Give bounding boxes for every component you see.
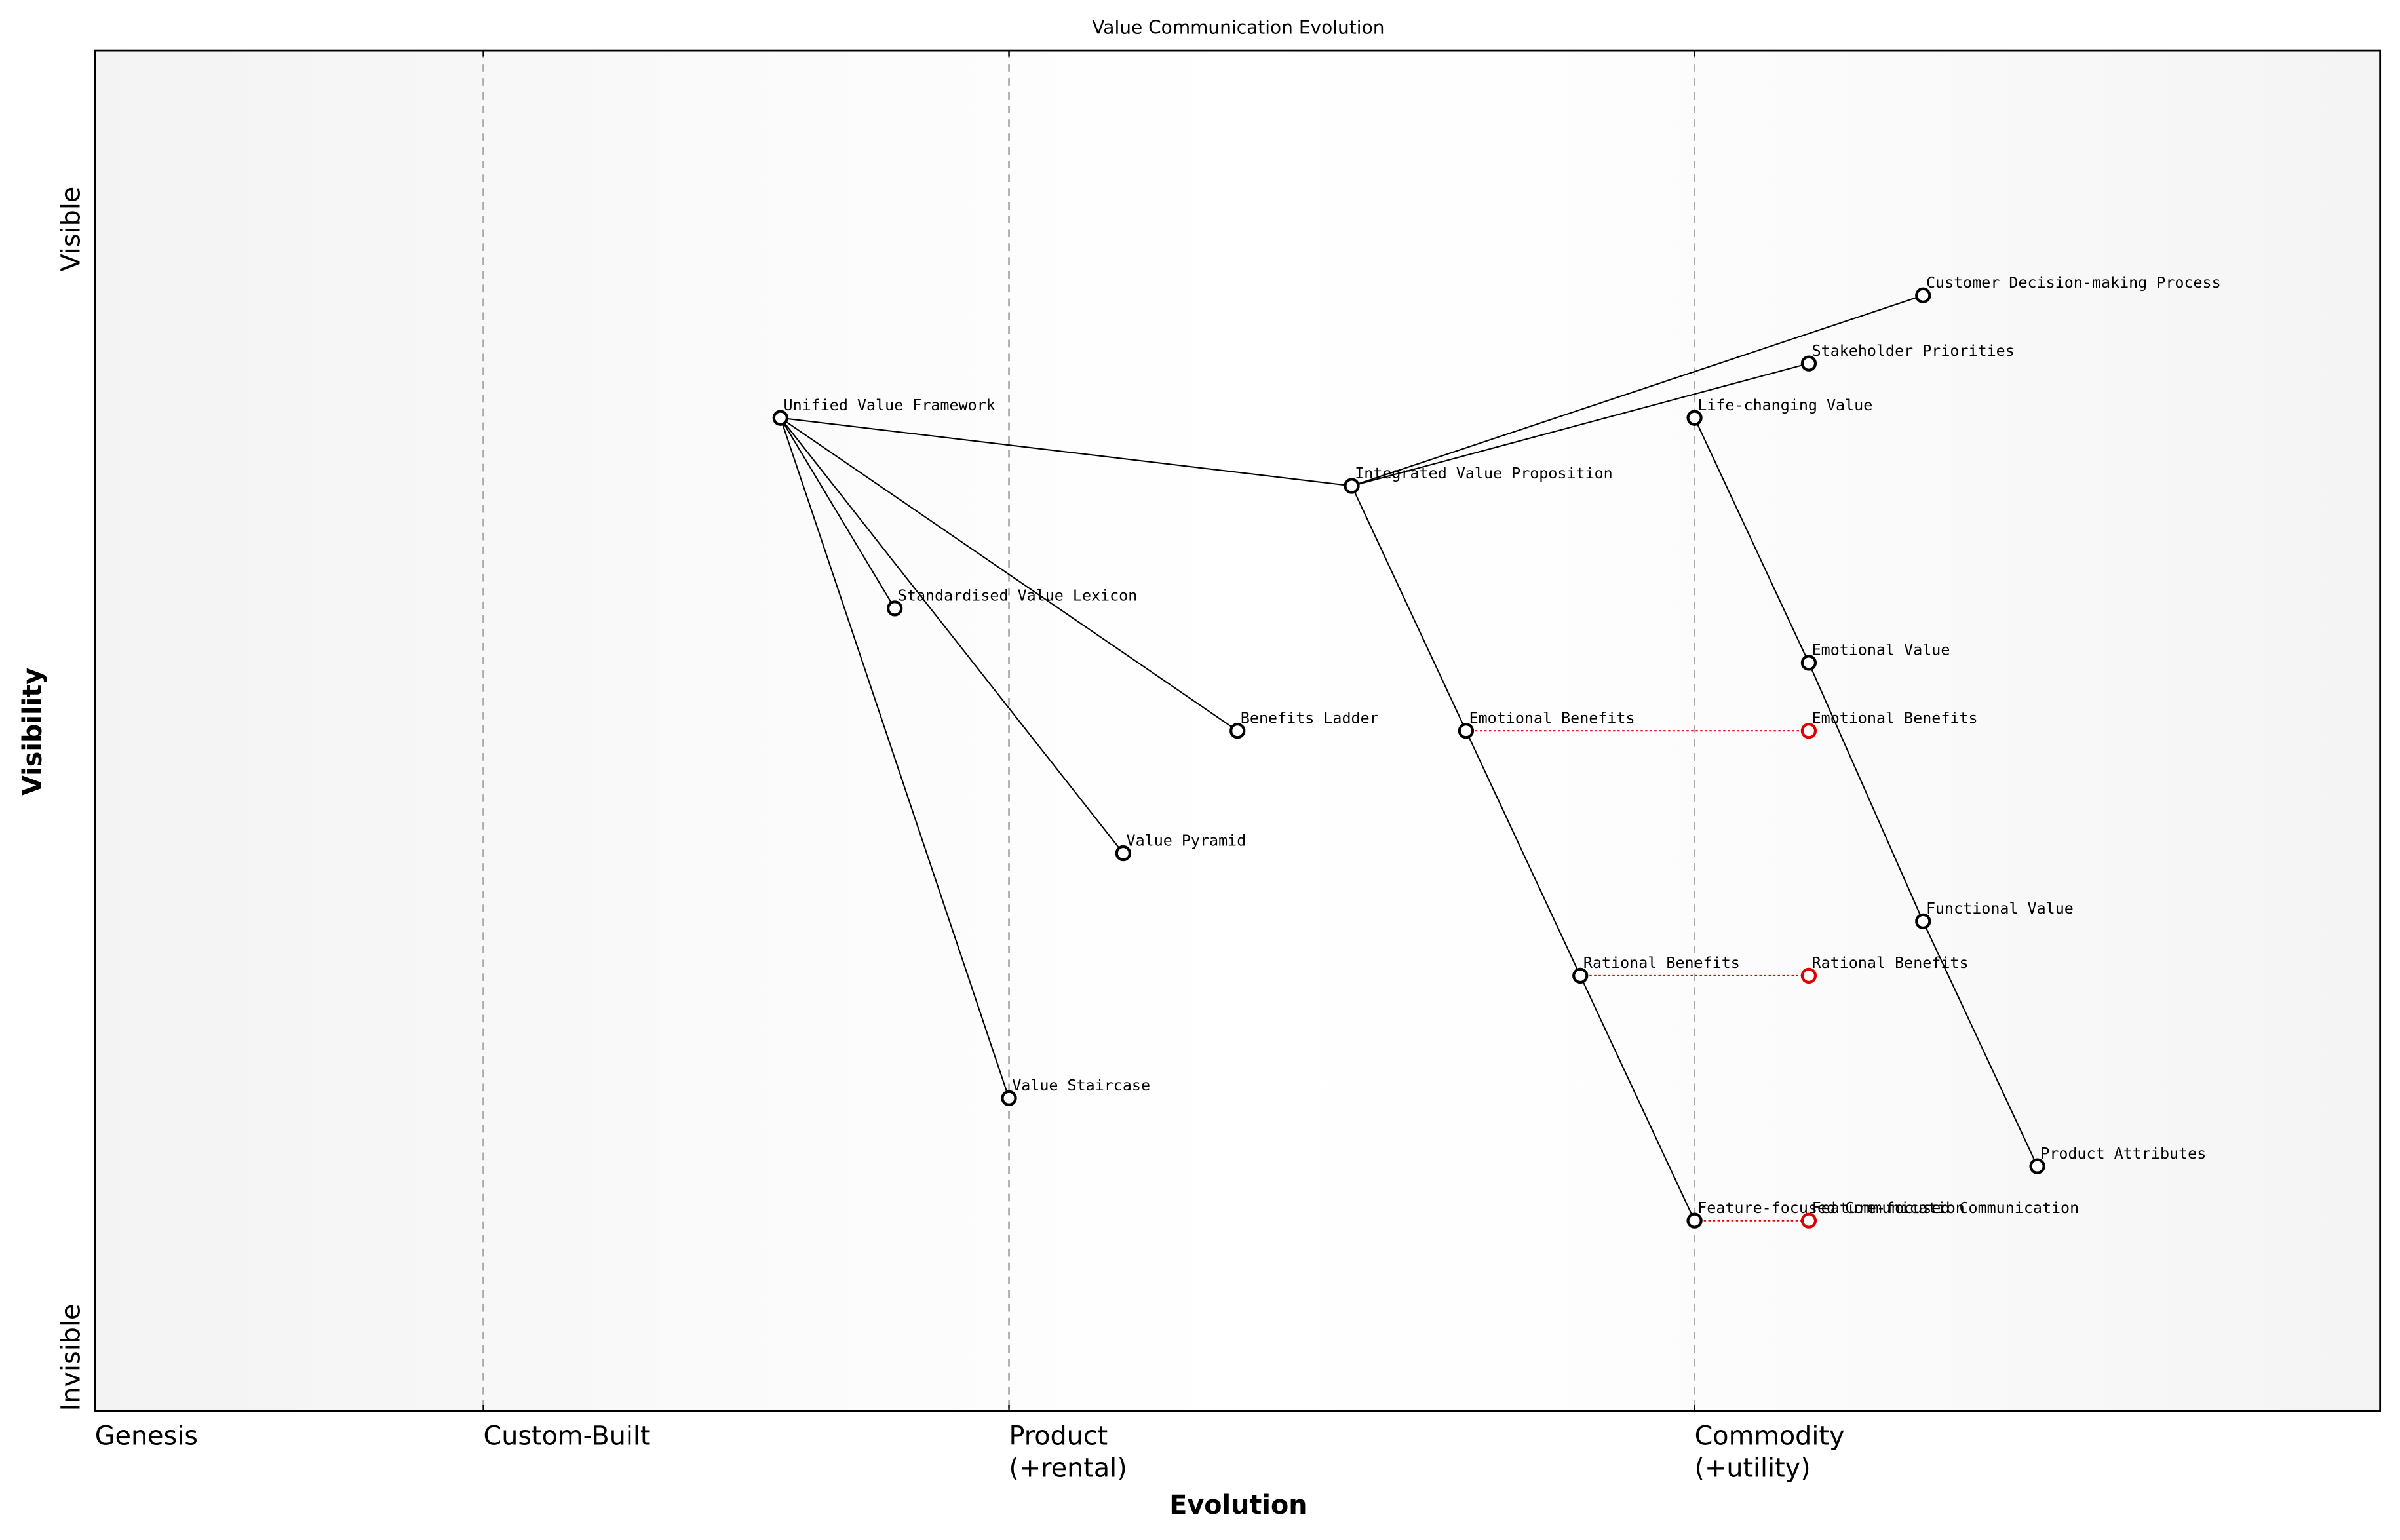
x-tick-label: Custom-Built [484,1421,651,1452]
x-tick-label: Genesis [95,1421,198,1452]
dependency-link [780,417,1124,854]
component-label: Customer Decision-making Process [1926,273,2221,292]
component-node [1344,478,1360,494]
component-label: Value Pyramid [1127,831,1247,849]
component-node [887,600,903,617]
component-node [2029,1158,2045,1174]
x-tick-label: Product (+rental) [1009,1421,1127,1484]
component-label: Life-changing Value [1697,396,1872,414]
component-node [1800,967,1817,984]
component-node [1915,913,1931,930]
component-node [1458,723,1475,739]
component-node [1001,1090,1017,1106]
dependency-link [780,417,1352,487]
component-label: Stakeholder Priorities [1812,341,2015,360]
component-node [1572,967,1589,984]
component-node [1229,723,1246,739]
component-node [1115,845,1132,862]
dependency-link [1351,294,1924,487]
component-label: Unified Value Framework [784,396,996,414]
dependency-link [1579,975,1695,1222]
dependency-link [1465,730,1581,976]
component-label: Rational Benefits [1812,953,1969,972]
dependency-link [779,417,1010,1099]
component-label: Rational Benefits [1583,953,1740,972]
dependency-link [1351,486,1467,731]
component-node [1800,355,1817,372]
component-label: Feature-focused Communication [1812,1199,2080,1217]
component-label: Product Attributes [2040,1144,2206,1163]
dependency-link [780,417,1238,732]
component-label: Integrated Value Proposition [1355,464,1613,482]
component-label: Standardised Value Lexicon [898,587,1137,605]
component-node [772,410,788,426]
plot-frame [94,49,2382,1412]
dependency-link [1351,362,1810,487]
component-node [1800,655,1817,671]
dependency-link [1922,921,2038,1167]
component-node [1915,287,1931,303]
dependency-link [779,417,896,609]
dependency-link [1694,417,1810,663]
chart-title: Value Communication Evolution [1092,16,1384,38]
component-node [1686,1212,1703,1229]
x-tick-label: Commodity (+utility) [1695,1421,1845,1484]
component-label: Benefits Ladder [1241,709,1379,727]
y-tick-label: Visible [56,187,86,272]
component-label: Feature-focused Communication [1697,1199,1965,1217]
component-label: Value Staircase [1012,1076,1150,1094]
dependency-link [1808,662,1924,922]
y-axis-label: Visibility [18,668,48,796]
y-tick-label: Invisible [56,1304,86,1412]
component-label: Emotional Value [1812,641,1950,659]
component-label: Emotional Benefits [1469,709,1635,727]
component-label: Functional Value [1926,899,2074,917]
component-label: Emotional Benefits [1812,709,1978,727]
x-axis-label: Evolution [1169,1490,1307,1520]
component-node [1800,1212,1817,1229]
component-node [1686,410,1703,426]
component-node [1800,723,1817,739]
